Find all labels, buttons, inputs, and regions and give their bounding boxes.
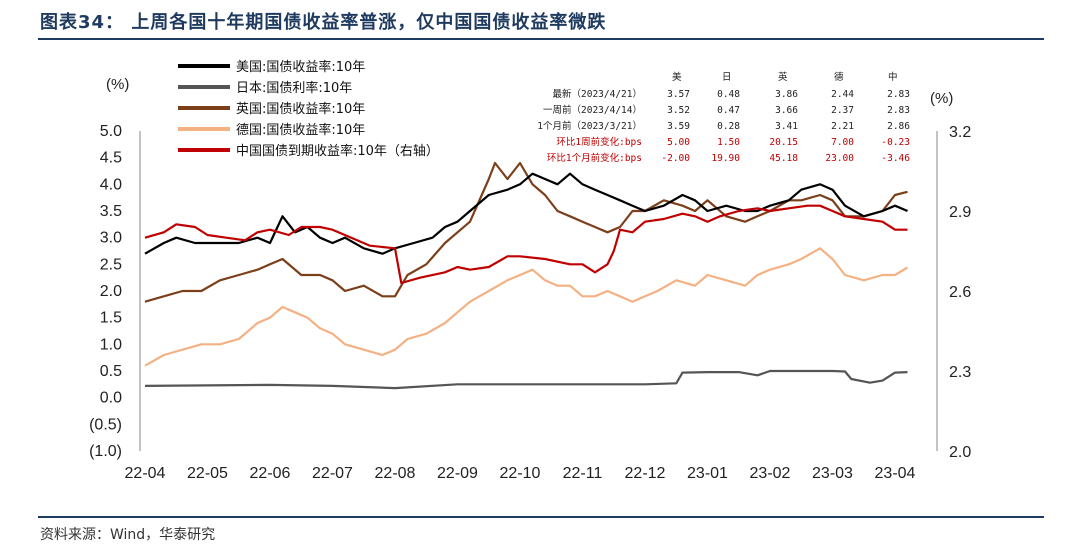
stats-header-cell: 德 [834,71,844,83]
left-tick-label: 3.5 [100,203,122,220]
stats-header-cell: 中 [888,71,898,83]
stats-cell: 3.41 [775,121,798,132]
stats-cell: 7.00 [831,137,854,148]
series-line [144,247,909,367]
x-tick-label: 22-11 [563,465,603,482]
stats-cell: 0.28 [717,121,740,132]
left-unit-label: (%) [106,76,129,93]
stats-cell: 2.37 [831,105,854,116]
x-tick-label: 22-12 [625,465,666,482]
right-tick-label: 2.6 [949,284,971,301]
left-tick-label: (0.5) [89,416,122,433]
x-tick-label: 22-04 [125,465,166,482]
stats-cell: -0.23 [881,137,910,148]
stats-cell: -2.00 [661,153,690,164]
x-tick-label: 22-08 [375,465,416,482]
right-tick-label: 2.9 [949,204,971,221]
stats-cell: 20.15 [769,137,798,148]
left-tick-label: (1.0) [89,443,122,460]
stats-cell: 2.83 [887,105,910,116]
source-note: 资料来源：Wind，华泰研究 [40,527,216,543]
stats-header-cell: 美 [672,71,682,83]
stats-cell: 3.59 [667,121,690,132]
right-tick-label: 3.2 [949,124,971,141]
x-tick-label: 23-03 [812,465,853,482]
stats-table: 美 日 英 德 中最新（2023/4/21） 3.57 0.48 3.86 2.44 2.83 一周… [537,71,910,164]
stats-row-label: 环比1周前变化:bps [556,136,642,148]
series-line [144,369,908,390]
stats-row-label: 一周前（2023/4/14） [543,104,642,116]
legend-label: 英国:国债收益率:10年 [236,101,365,117]
left-tick-label: 1.0 [100,336,122,353]
chart-axes: 5.0 4.5 4.0 3.5 3.0 2.5 2.0 1.5 1.0 0.5 0.0 (0.5) (1… [89,76,971,482]
x-tick-label: 22-10 [500,465,541,482]
left-tick-label: 0.0 [100,390,122,407]
left-tick-label: 0.5 [100,363,122,380]
stats-cell: 5.00 [667,137,690,148]
x-tick-label: 22-06 [250,465,291,482]
x-tick-label: 22-09 [437,465,478,482]
stats-row-label: 最新（2023/4/21） [553,88,642,100]
bond-yield-chart: 5.0 4.5 4.0 3.5 3.0 2.5 2.0 1.5 1.0 0.5 0.0 (0.5) (1… [89,59,971,482]
series-line [144,172,908,255]
stats-cell: 0.48 [717,89,740,100]
left-tick-label: 4.0 [100,176,122,193]
stats-cell: 0.47 [717,105,740,116]
stats-cell: 23.00 [825,153,854,164]
legend-label: 中国国债到期收益率:10年（右轴） [236,143,439,159]
right-unit-label: (%) [930,90,953,107]
chart-title: 图表34： 上周各国十年期国债收益率普涨，仅中国国债收益率微跌 [40,12,607,33]
left-tick-label: 2.0 [100,283,122,300]
left-tick-label: 1.5 [100,310,122,327]
stats-cell: 3.66 [775,105,798,116]
stats-cell: 3.86 [775,89,798,100]
chart-series-lines [144,161,909,390]
stats-row-label: 1个月前（2023/3/21） [537,120,642,132]
left-tick-label: 5.0 [100,123,122,140]
stats-cell: 2.83 [887,89,910,100]
legend-label: 美国:国债收益率:10年 [236,59,365,75]
stats-cell: 19.90 [711,153,740,164]
right-tick-label: 2.3 [949,364,971,381]
x-tick-label: 22-07 [312,465,353,482]
stats-cell: 3.57 [667,89,690,100]
chart-legend: 美国:国债收益率:10年日本:国债利率:10年英国:国债收益率:10年德国:国债… [178,59,439,159]
left-tick-label: 2.5 [100,256,122,273]
right-tick-label: 2.0 [949,444,971,461]
x-tick-label: 23-04 [875,465,916,482]
series-line [144,204,908,285]
left-tick-label: 3.0 [100,230,122,247]
left-tick-label: 4.5 [100,150,122,167]
stats-header-cell: 日 [722,72,732,83]
stats-cell: 2.21 [831,121,854,132]
x-tick-label: 22-05 [187,465,228,482]
stats-header-cell: 英 [778,71,788,83]
footer-divider [38,516,1044,518]
stats-cell: 3.52 [667,105,690,116]
stats-cell: -3.46 [881,153,910,164]
series-line [144,161,908,303]
stats-cell: 1.50 [717,137,740,148]
stats-cell: 45.18 [769,153,798,164]
title-divider [38,38,1044,40]
stats-cell: 2.86 [887,121,910,132]
legend-label: 日本:国债利率:10年 [236,80,352,96]
stats-cell: 2.44 [831,89,854,100]
legend-label: 德国:国债收益率:10年 [236,122,365,138]
stats-row-label: 环比1个月前变化:bps [547,152,642,164]
x-tick-label: 23-02 [750,465,791,482]
x-tick-label: 23-01 [687,465,728,482]
